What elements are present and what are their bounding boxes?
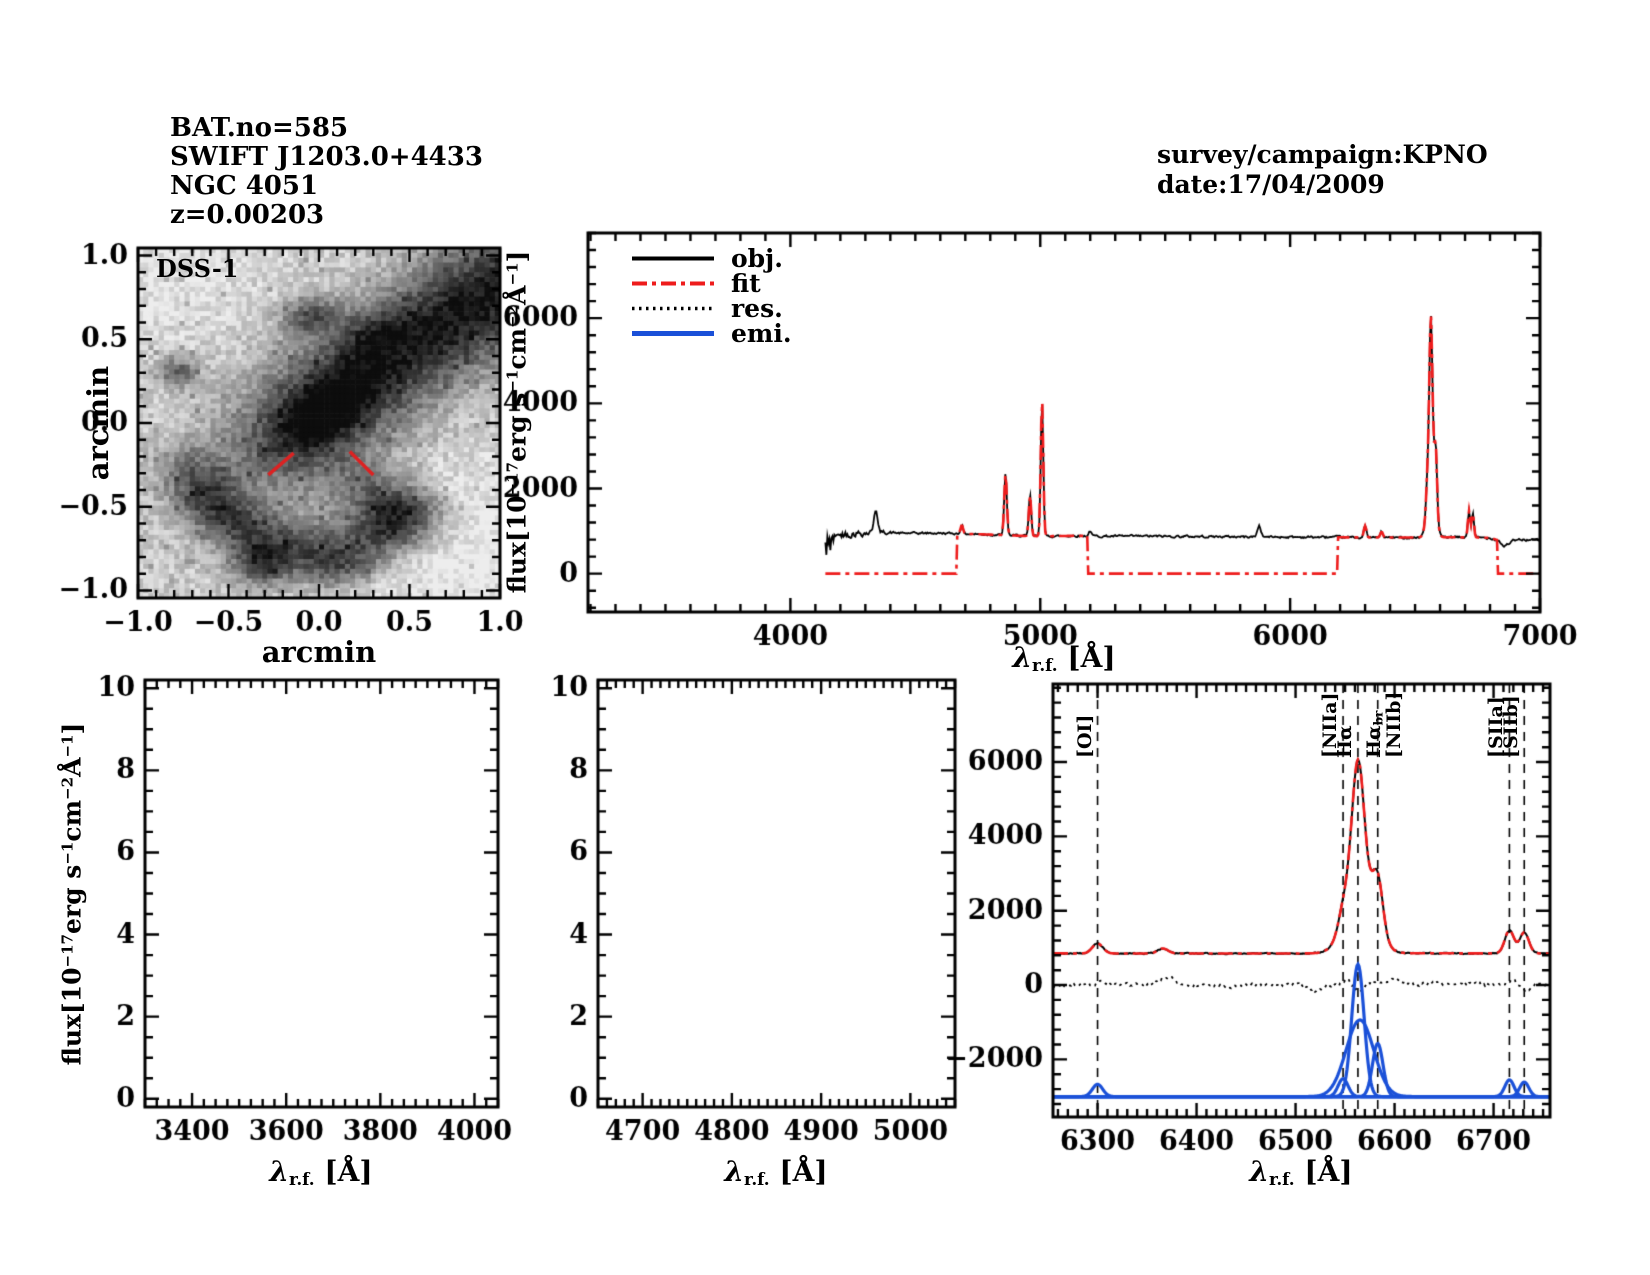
wavelength-axis-label-bottom-middle: λr.f. [Å] bbox=[724, 1154, 828, 1190]
line-label-[OI]: [OI] bbox=[1073, 714, 1096, 758]
wavelength-axis-label-bottom-left: λr.f. [Å] bbox=[269, 1154, 373, 1190]
legend-entry-fit: fit bbox=[630, 271, 792, 296]
legend-entry-res: res. bbox=[630, 296, 792, 321]
flux-axis-label-top: flux[10−17erg s−1cm−2Å−1] bbox=[502, 250, 532, 594]
emi-line-sample bbox=[632, 331, 714, 336]
legend-entry-obj: obj. bbox=[630, 246, 792, 271]
image-x-axis-label: arcmin bbox=[261, 635, 377, 669]
redshift: z=0.00203 bbox=[170, 200, 325, 230]
line-label-[SIIb]: [SIIb] bbox=[1500, 695, 1523, 758]
survey-campaign: survey/campaign:KPNO bbox=[1157, 140, 1488, 169]
line-label-[NIIb]: [NIIb] bbox=[1382, 691, 1405, 758]
legend: obj. fit res. emi. bbox=[630, 246, 792, 346]
obj-line-sample bbox=[632, 256, 714, 261]
legend-label-obj: obj. bbox=[731, 244, 783, 273]
legend-label-emi: emi. bbox=[731, 319, 792, 348]
wavelength-axis-label-bottom-right: λr.f. [Å] bbox=[1249, 1154, 1353, 1190]
survey-info-block: survey/campaign:KPNO date:17/04/2009 bbox=[1157, 140, 1488, 200]
line-label-Hαbr: Hαbr bbox=[1362, 710, 1386, 758]
legend-entry-emi: emi. bbox=[630, 321, 792, 346]
image-source-label: DSS-1 bbox=[156, 254, 239, 283]
res-line-sample bbox=[632, 306, 714, 311]
observation-date: date:17/04/2009 bbox=[1157, 170, 1385, 199]
wavelength-axis-label-top: λr.f. [Å] bbox=[1012, 640, 1116, 676]
line-label-Hα: Hα bbox=[1333, 725, 1356, 758]
bat-number: BAT.no=585 bbox=[170, 113, 349, 143]
object-name: NGC 4051 bbox=[170, 171, 319, 201]
swift-id: SWIFT J1203.0+4433 bbox=[170, 142, 483, 172]
fit-line-sample bbox=[632, 281, 714, 286]
flux-axis-label-bottom: flux[10−17erg s−1cm−2Å−1] bbox=[57, 722, 87, 1066]
legend-label-res: res. bbox=[731, 294, 783, 323]
legend-label-fit: fit bbox=[731, 269, 761, 298]
image-y-axis-label: arcmin bbox=[81, 365, 115, 481]
target-info-block: BAT.no=585 SWIFT J1203.0+4433 NGC 4051 z… bbox=[170, 114, 483, 230]
